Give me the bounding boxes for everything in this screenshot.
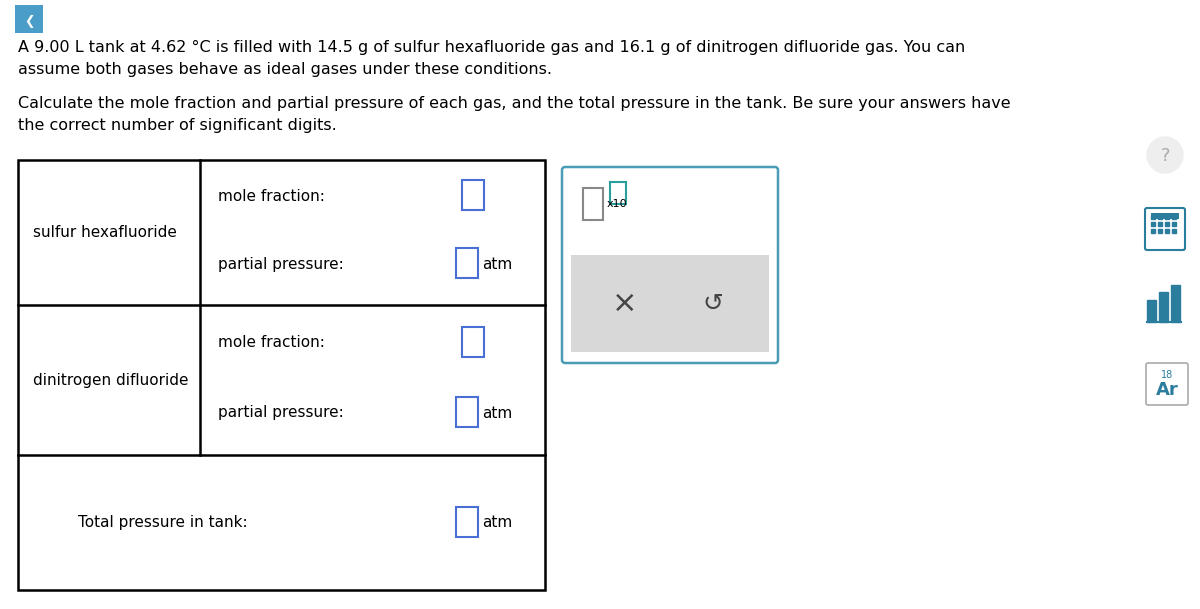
Bar <box>1159 292 1168 322</box>
Text: mole fraction:: mole fraction: <box>218 189 325 204</box>
Bar <box>1158 222 1162 226</box>
Bar <box>14 5 43 33</box>
Text: mole fraction:: mole fraction: <box>218 335 325 350</box>
Text: atm: atm <box>482 515 512 530</box>
Text: assume both gases behave as ideal gases under these conditions.: assume both gases behave as ideal gases … <box>18 62 552 77</box>
FancyBboxPatch shape <box>1146 363 1188 405</box>
Bar <box>1165 222 1169 226</box>
Text: 18: 18 <box>1160 370 1174 380</box>
Bar <box>18 160 545 590</box>
Text: ?: ? <box>1160 147 1170 165</box>
Bar <box>462 326 484 356</box>
Text: dinitrogen difluoride: dinitrogen difluoride <box>34 373 188 387</box>
Bar <box>583 188 604 220</box>
Bar <box>462 180 484 210</box>
Text: ↺: ↺ <box>702 292 724 315</box>
Bar <box>1171 285 1180 322</box>
Bar <box>1158 215 1162 219</box>
Text: Total pressure in tank:: Total pressure in tank: <box>78 515 247 530</box>
FancyBboxPatch shape <box>562 167 778 363</box>
Text: sulfur hexafluoride: sulfur hexafluoride <box>34 225 176 240</box>
Bar <box>456 248 478 278</box>
Bar <box>1151 229 1154 233</box>
Text: partial pressure:: partial pressure: <box>218 406 343 420</box>
Bar <box>1151 222 1154 226</box>
Bar <box>1151 213 1178 219</box>
Text: partial pressure:: partial pressure: <box>218 257 343 272</box>
Bar <box>1158 229 1162 233</box>
Circle shape <box>1147 137 1183 173</box>
Text: A 9.00 L tank at 4.62 °C is filled with 14.5 g of sulfur hexafluoride gas and 16: A 9.00 L tank at 4.62 °C is filled with … <box>18 40 965 55</box>
Bar <box>1165 215 1169 219</box>
Text: ❮: ❮ <box>24 15 35 27</box>
Bar <box>610 182 626 204</box>
Bar <box>1165 229 1169 233</box>
Text: ×: × <box>612 289 637 318</box>
Bar <box>456 397 478 427</box>
Text: Ar: Ar <box>1156 381 1178 399</box>
Text: atm: atm <box>482 257 512 272</box>
Bar <box>1151 215 1154 219</box>
Text: x10: x10 <box>607 199 628 209</box>
Bar <box>1147 300 1156 322</box>
Bar <box>1172 215 1176 219</box>
Bar <box>456 507 478 537</box>
Text: Calculate the mole fraction and partial pressure of each gas, and the total pres: Calculate the mole fraction and partial … <box>18 96 1010 111</box>
FancyBboxPatch shape <box>1145 208 1186 250</box>
Text: the correct number of significant digits.: the correct number of significant digits… <box>18 118 337 133</box>
Bar <box>1172 229 1176 233</box>
Text: atm: atm <box>482 406 512 420</box>
Bar <box>1172 222 1176 226</box>
Bar <box>571 255 769 352</box>
